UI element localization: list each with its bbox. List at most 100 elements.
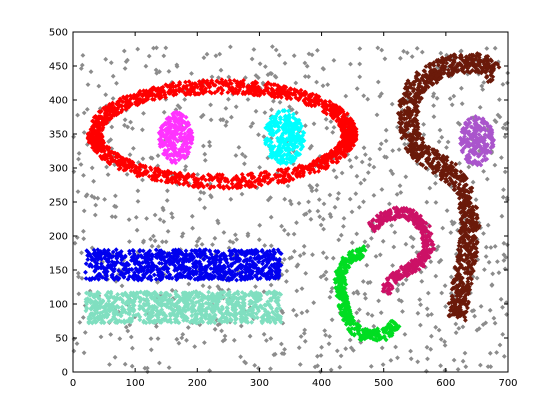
- noise-point: [202, 158, 208, 163]
- cluster-1-point: [135, 97, 141, 103]
- noise-point: [401, 48, 406, 54]
- noise-point: [127, 239, 132, 244]
- cluster-1-point: [93, 128, 98, 134]
- noise-point: [77, 320, 83, 325]
- noise-point: [215, 322, 221, 328]
- noise-point: [79, 276, 85, 281]
- noise-point: [308, 216, 314, 222]
- noise-point: [81, 236, 87, 242]
- noise-point: [335, 196, 341, 202]
- noise-point: [362, 177, 367, 183]
- noise-point: [310, 252, 315, 258]
- noise-point: [151, 45, 156, 51]
- cluster-1-point: [93, 119, 98, 125]
- noise-point: [140, 177, 145, 183]
- noise-point: [451, 357, 457, 363]
- noise-point: [398, 190, 404, 195]
- noise-point: [338, 353, 344, 359]
- noise-point: [315, 208, 321, 214]
- noise-point: [190, 225, 195, 231]
- cluster-1-point: [308, 102, 314, 108]
- noise-point: [279, 341, 284, 347]
- noise-point: [384, 154, 389, 160]
- cluster-1-point: [348, 137, 354, 143]
- noise-point: [271, 352, 277, 358]
- cluster-1-point: [297, 96, 302, 102]
- noise-point: [297, 253, 303, 258]
- noise-point: [367, 156, 373, 162]
- cluster-1-point: [100, 115, 106, 121]
- noise-point: [304, 308, 310, 314]
- cluster-1-point: [229, 81, 234, 86]
- cluster-1-point: [234, 185, 240, 191]
- cluster-1-point: [121, 167, 127, 173]
- noise-point: [75, 112, 80, 118]
- noise-point: [121, 48, 127, 54]
- noise-point: [334, 348, 340, 354]
- noise-point: [357, 74, 363, 80]
- cluster-1-point: [170, 80, 176, 86]
- noise-point: [459, 101, 465, 107]
- noise-point: [472, 313, 477, 319]
- noise-point: [501, 187, 506, 193]
- cluster-1-point: [115, 162, 121, 168]
- noise-point: [361, 93, 367, 99]
- noise-point: [287, 255, 293, 261]
- cluster-1-point: [161, 89, 167, 95]
- cluster-1-point: [219, 77, 225, 82]
- cluster-1-point: [96, 147, 102, 153]
- noise-point: [357, 307, 362, 312]
- cluster-1-point: [286, 178, 292, 184]
- cluster-1-point: [128, 168, 134, 174]
- noise-point: [362, 291, 368, 297]
- noise-point: [379, 345, 385, 351]
- cluster-1-point: [129, 101, 135, 107]
- cluster-1-point: [327, 151, 332, 157]
- noise-point: [253, 108, 259, 114]
- noise-point: [497, 114, 503, 120]
- noise-point: [130, 126, 135, 131]
- noise-point: [321, 272, 327, 278]
- noise-point: [476, 326, 482, 331]
- cluster-1-point: [248, 184, 254, 189]
- cluster-1-point: [163, 95, 168, 100]
- noise-point: [103, 56, 109, 62]
- noise-point: [377, 93, 383, 99]
- cluster-1-point: [234, 79, 240, 85]
- noise-point: [362, 239, 368, 245]
- cluster-1-point: [266, 172, 272, 177]
- noise-point: [197, 196, 203, 202]
- cluster-1-point: [275, 173, 281, 179]
- cluster-1-point: [258, 182, 264, 188]
- noise-point: [282, 347, 287, 352]
- noise-point: [424, 199, 430, 205]
- cluster-1-point: [312, 162, 318, 167]
- noise-point: [492, 320, 498, 326]
- cluster-1-point: [106, 152, 112, 158]
- cluster-1-point: [97, 126, 103, 131]
- noise-point: [431, 114, 437, 120]
- cluster-1-point: [118, 159, 123, 164]
- noise-point: [481, 231, 486, 236]
- cluster-1-point: [337, 155, 343, 161]
- noise-point: [140, 127, 145, 133]
- noise-point: [301, 331, 307, 336]
- noise-point: [331, 58, 337, 63]
- noise-point: [157, 217, 163, 222]
- cluster-1-point: [272, 91, 277, 97]
- noise-point: [153, 67, 159, 73]
- cluster-1-point: [341, 112, 347, 118]
- cluster-1-point: [212, 82, 218, 88]
- cluster-1-point: [206, 172, 211, 178]
- noise-point: [339, 170, 345, 176]
- noise-point: [478, 304, 484, 309]
- noise-point: [303, 123, 308, 129]
- cluster-1-point: [101, 146, 106, 151]
- noise-point: [163, 239, 169, 245]
- noise-point: [161, 207, 166, 213]
- cluster-1-point: [184, 87, 190, 92]
- cluster-1-point: [90, 142, 95, 148]
- noise-point: [488, 364, 494, 370]
- cluster-1-point: [124, 166, 129, 171]
- noise-point: [209, 194, 214, 200]
